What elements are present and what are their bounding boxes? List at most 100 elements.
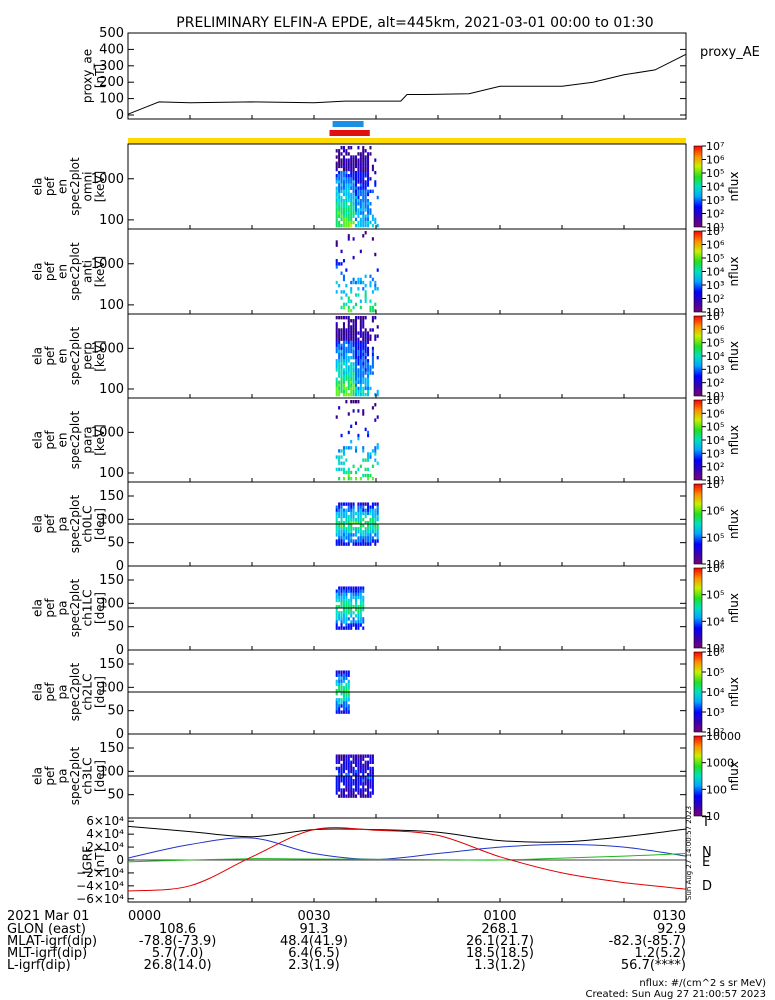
omni-heatmap-cell <box>347 220 350 225</box>
ch3LC-heatmap-cell <box>369 754 372 758</box>
perp-heatmap-cell <box>362 365 365 369</box>
perp-heatmap-cell <box>357 349 360 354</box>
omni-heatmap-cell <box>359 220 362 225</box>
perp-heatmap-cell <box>350 349 353 354</box>
ch3LC-heatmap-cell <box>347 776 350 780</box>
perp-heatmap-cell <box>338 337 341 341</box>
ch0LC-heatmap-cell <box>338 539 341 543</box>
omni-heatmap-cell <box>345 149 348 153</box>
ch0LC-heatmap-cell <box>376 527 379 531</box>
omni-heatmap-cell <box>335 186 338 190</box>
perp-heatmap-cell <box>347 328 350 332</box>
para-heatmap-cell <box>367 433 370 438</box>
ch1LC-heatmap-cell <box>362 604 365 609</box>
ch3LC-heatmap-cell <box>357 776 360 780</box>
omni-heatmap-cell <box>342 205 345 209</box>
omni-heatmap-cell <box>354 205 358 209</box>
perp-heatmap-cell <box>342 371 345 375</box>
ch0LC-heatmap-cell <box>352 533 355 537</box>
omni-heatmap-cell <box>354 192 358 197</box>
ch0LC-heatmap-cell <box>367 527 370 531</box>
ch2LC-heatmap-cell <box>345 682 348 687</box>
omni-heatmap-cell <box>364 149 367 153</box>
perp-heatmap-cell <box>350 343 353 348</box>
perp-heatmap-cell <box>352 328 355 332</box>
omni-heatmap-cell <box>350 214 353 218</box>
ch1LC-colorbar <box>693 567 703 649</box>
omni-heatmap-cell <box>350 198 353 203</box>
anti-heatmap-cell <box>340 296 343 300</box>
ephem-row-value: 26.1(21.7) <box>466 934 534 949</box>
perp-heatmap-cell <box>340 343 343 348</box>
ch3LC-heatmap-cell <box>362 794 365 798</box>
omni-heatmap-cell <box>335 195 338 200</box>
para-heatmap-cell <box>374 449 377 453</box>
ch0LC-heatmap-cell <box>345 530 348 534</box>
anti-heatmap-cell <box>350 299 353 303</box>
perp-heatmap-cell <box>354 380 358 384</box>
omni-heatmap-cell <box>350 180 353 184</box>
ch2LC-heatmap-cell <box>347 673 350 677</box>
perp-heatmap-cell <box>335 337 338 341</box>
ch3LC-heatmap-cell <box>367 779 370 783</box>
para-heatmap-cell <box>352 400 355 404</box>
igrf-series-T <box>127 825 687 843</box>
perp-heatmap-cell <box>345 392 348 397</box>
omni-heatmap-cell <box>359 167 362 172</box>
perp-heatmap-cell <box>367 362 370 366</box>
perp-heatmap-cell <box>335 383 338 388</box>
omni-heatmap-cell <box>359 158 362 162</box>
para-heatmap-cell <box>367 467 370 472</box>
ch3LC-heatmap-cell <box>362 779 365 783</box>
para-heatmap-cell <box>359 464 362 468</box>
ch2LC-heatmap-cell <box>335 670 338 674</box>
perp-heatmap-cell <box>374 392 377 397</box>
anti-heatmap-cell <box>342 259 345 263</box>
units-note: nflux: #/(cm^2 s sr MeV) <box>639 978 766 989</box>
ch2LC-heatmap-cell <box>342 710 345 714</box>
perp-heatmap-cell <box>350 340 353 344</box>
omni-heatmap-cell <box>354 208 358 212</box>
omni-heatmap-cell <box>347 167 350 172</box>
ch2LC-heatmap-cell <box>335 698 338 702</box>
ch3LC-heatmap-cell <box>371 766 374 771</box>
perp-heatmap-cell <box>362 356 365 360</box>
ch0LC-heatmap-cell <box>335 517 338 522</box>
anti-heatmap-cell <box>369 299 372 303</box>
ch1LC-heatmap-cell <box>335 626 338 630</box>
ch3LC-heatmap-cell <box>362 766 365 771</box>
omni-heatmap-cell <box>367 183 370 187</box>
omni-heatmap-cell <box>338 161 341 165</box>
ch2LC-ylabel-line: ela <box>31 683 45 701</box>
omni-heatmap-cell <box>367 180 370 184</box>
ch1LC-heatmap-cell <box>345 601 348 606</box>
ch3LC-heatmap-cell <box>367 791 370 795</box>
anti-heatmap-cell <box>335 290 338 294</box>
omni-heatmap-cell <box>354 164 358 169</box>
ch3LC-heatmap-cell <box>345 779 348 783</box>
ch2LC-ticklabel: 0 <box>116 727 124 742</box>
omni-colorbar-ticklabel: 10⁵ <box>706 167 724 180</box>
perp-heatmap-cell <box>340 362 343 366</box>
perp-heatmap-cell <box>342 328 345 332</box>
ch3LC-heatmap-cell <box>369 766 372 771</box>
para-heatmap-cell <box>371 406 374 410</box>
ch1LC-heatmap-cell <box>359 620 362 624</box>
ch3LC-heatmap-cell <box>354 785 358 789</box>
perp-heatmap-cell <box>354 383 358 388</box>
perp-heatmap-cell <box>338 349 341 354</box>
ch0LC-heatmap-cell <box>340 514 343 519</box>
ch0LC-heatmap-cell <box>367 524 370 528</box>
perp-heatmap-cell <box>359 343 362 348</box>
ch3LC-heatmap-cell <box>340 769 343 774</box>
para-colorbar-ticklabel: 10⁶ <box>706 407 725 420</box>
ch2LC-heatmap-cell <box>342 704 345 708</box>
omni-heatmap-cell <box>352 164 355 169</box>
omni-heatmap-cell <box>359 202 362 206</box>
ch3LC-heatmap-cell <box>345 785 348 789</box>
perp-heatmap-cell <box>345 349 348 354</box>
ch3LC-heatmap-cell <box>354 754 358 758</box>
perp-heatmap-cell <box>350 331 353 335</box>
perp-heatmap-cell <box>369 368 372 372</box>
omni-heatmap-cell <box>350 211 353 215</box>
